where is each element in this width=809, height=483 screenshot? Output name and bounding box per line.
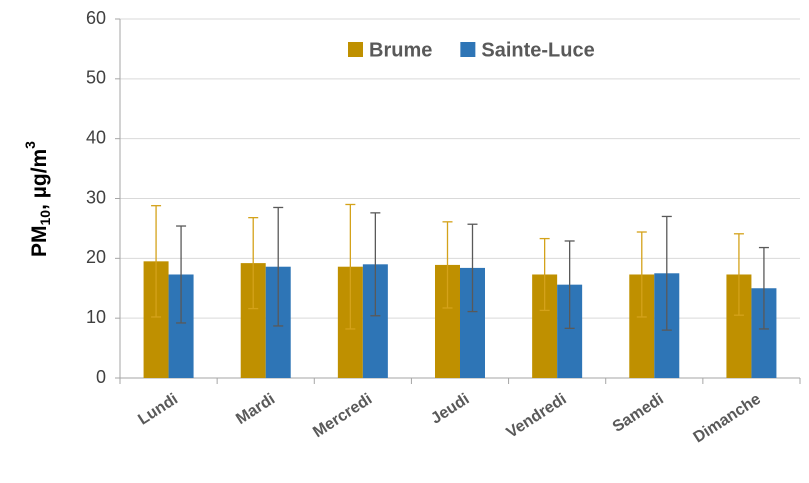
y-axis-title: PM10, µg/m3: [22, 141, 53, 257]
x-tick-label: Mardi: [233, 391, 278, 429]
legend-label: Brume: [369, 39, 432, 61]
legend-swatch: [348, 42, 363, 57]
legend-swatch: [460, 42, 476, 57]
y-tick-label: 0: [96, 367, 106, 387]
y-title-sub: 10: [37, 210, 53, 226]
x-tick-label: Dimanche: [691, 391, 764, 447]
x-tick-label: Jeudi: [428, 391, 472, 428]
x-tick-label: Vendredi: [504, 391, 570, 442]
y-tick-label: 10: [86, 307, 106, 327]
y-title-sup: 3: [22, 141, 38, 149]
x-tick-label: Mercredi: [310, 391, 375, 442]
y-tick-label: 20: [86, 247, 106, 267]
x-tick-label: Lundi: [135, 391, 181, 429]
y-title-part: , µg/m: [28, 149, 51, 210]
y-title-part: PM: [28, 225, 51, 257]
y-tick-label: 50: [86, 68, 106, 88]
y-tick-label: 30: [86, 187, 106, 207]
y-tick-label: 40: [86, 127, 106, 147]
legend-label: Sainte-Luce: [481, 39, 594, 61]
x-tick-label: Samedi: [610, 391, 667, 436]
y-tick-label: 60: [86, 8, 106, 28]
